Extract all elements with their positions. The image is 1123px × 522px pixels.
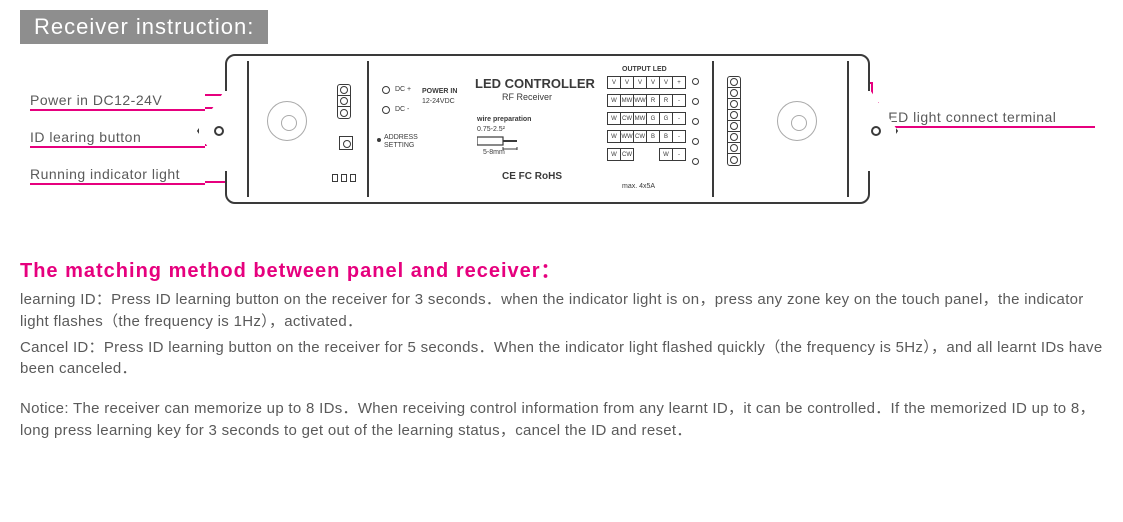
device-body: DC + DC - POWER IN 12-24VDC ADDRESS SETT… bbox=[225, 54, 870, 204]
address-setting-label: ADDRESS SETTING bbox=[384, 134, 418, 149]
device-subtitle: RF Receiver bbox=[502, 92, 552, 102]
callout-id-button: ID learing button bbox=[30, 129, 205, 148]
dc-plus-port bbox=[382, 86, 390, 94]
id-learning-button[interactable] bbox=[339, 136, 353, 150]
body-p2: Cancel ID：Press ID learning button on th… bbox=[20, 337, 1103, 381]
dc-minus-label: DC - bbox=[395, 106, 409, 114]
out-port-4 bbox=[692, 138, 699, 145]
power-in-label: POWER IN bbox=[422, 88, 457, 96]
mount-circle-right bbox=[777, 101, 817, 141]
wire-len: 5-8mm bbox=[483, 149, 505, 157]
receiver-diagram: Power in DC12-24V ID learing button Runn… bbox=[20, 54, 1103, 224]
mount-ear-right bbox=[868, 91, 898, 171]
dc-minus-port bbox=[382, 106, 390, 114]
power-in-voltage: 12-24VDC bbox=[422, 98, 455, 106]
out-port-1 bbox=[692, 78, 699, 85]
address-dot bbox=[377, 138, 381, 142]
callout-running-light: Running indicator light bbox=[30, 166, 205, 185]
body-heading: The matching method between panel and re… bbox=[20, 254, 1103, 283]
callout-led-terminal: LED light connect terminal bbox=[880, 109, 1095, 128]
section-title: Receiver instruction: bbox=[20, 10, 268, 44]
dc-plus-label: DC + bbox=[395, 86, 411, 94]
out-port-5 bbox=[692, 158, 699, 165]
mount-circle-left bbox=[267, 101, 307, 141]
indicator-leds bbox=[332, 174, 356, 182]
output-mapping-table: VVVVV+ WMWWWRR- WCWMWGG- WWWCWBB- WCWW- bbox=[607, 76, 686, 161]
max-label: max. 4x5A bbox=[622, 183, 655, 191]
power-terminal bbox=[337, 84, 351, 119]
out-port-3 bbox=[692, 118, 699, 125]
wire-strip-icon bbox=[477, 134, 519, 150]
led-terminal-block bbox=[727, 76, 741, 166]
wire-gauge: 0.75-2.5² bbox=[477, 126, 505, 134]
compliance-marks: CE FC RoHS bbox=[502, 171, 562, 182]
callout-power-in: Power in DC12-24V bbox=[30, 92, 205, 111]
wire-prep-label: wire preparation bbox=[477, 116, 531, 124]
body-p1: learning ID：Press ID learning button on … bbox=[20, 289, 1103, 333]
output-led-label: OUTPUT LED bbox=[622, 66, 667, 74]
out-port-2 bbox=[692, 98, 699, 105]
device-title: LED CONTROLLER bbox=[475, 76, 595, 91]
body-p3: Notice: The receiver can memorize up to … bbox=[20, 398, 1103, 442]
